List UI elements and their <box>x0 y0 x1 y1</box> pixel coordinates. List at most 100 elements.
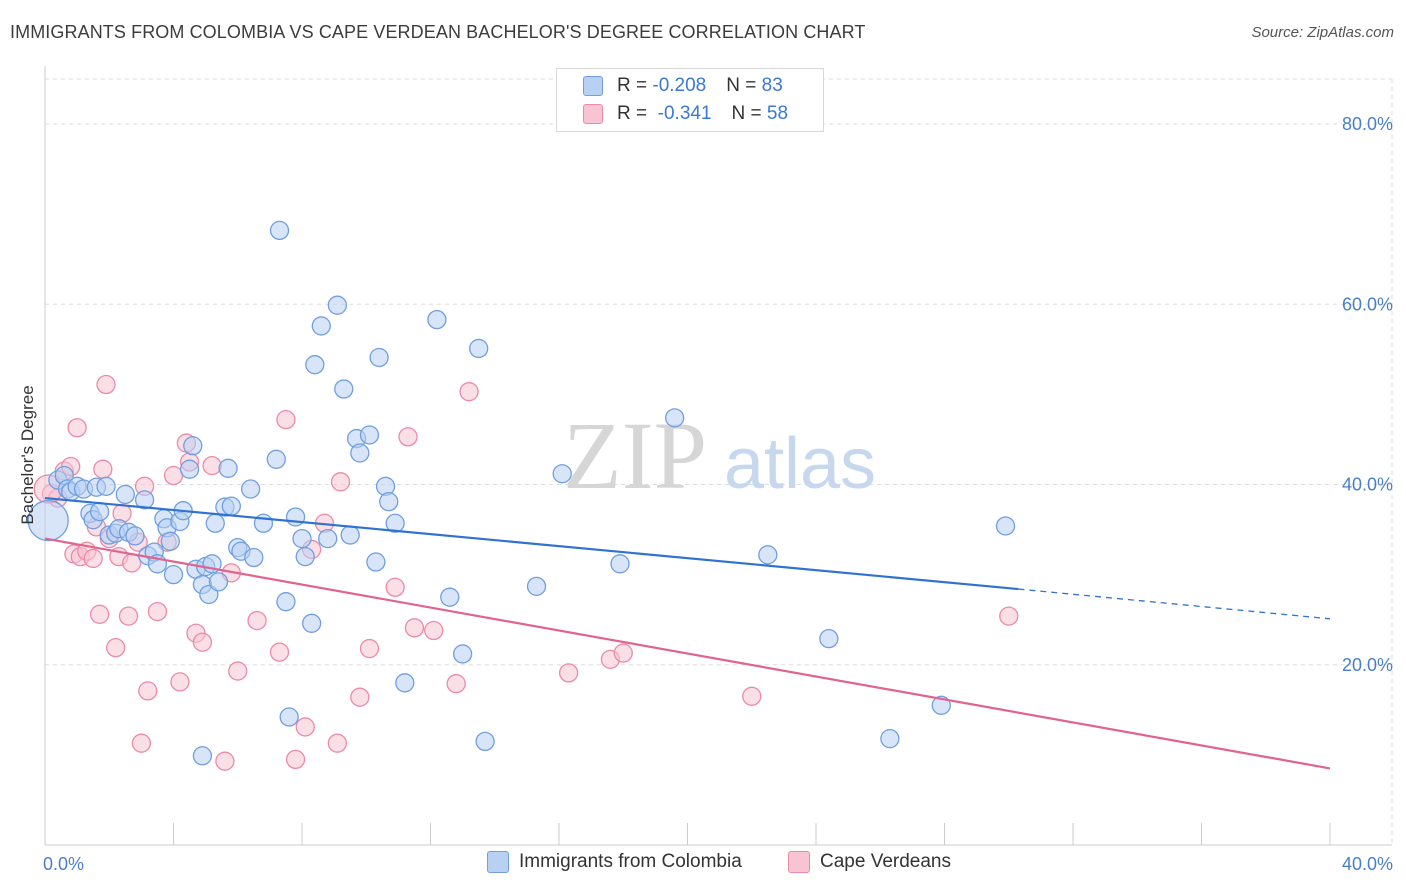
chart-title: IMMIGRANTS FROM COLOMBIA VS CAPE VERDEAN… <box>10 22 866 42</box>
legend-n-value: 83 <box>761 75 783 96</box>
data-point <box>134 490 155 510</box>
data-point <box>125 526 145 546</box>
data-point <box>610 554 630 574</box>
x-tick-label: 40.0% <box>1342 854 1393 874</box>
data-point <box>305 355 325 375</box>
data-point <box>276 592 296 612</box>
data-point <box>369 347 389 368</box>
data-point <box>440 587 460 607</box>
data-point <box>96 476 116 496</box>
data-point <box>359 425 380 445</box>
tick-labels: 20.0% 40.0% 60.0% 80.0% 0.0% 40.0% <box>43 114 1393 874</box>
y-tick-label: 40.0% <box>1342 475 1393 495</box>
data-point <box>366 552 386 572</box>
correlation-legend: R = -0.208 N = 83 R = -0.341 N = 58 <box>556 68 824 132</box>
axes <box>44 66 1392 846</box>
data-point <box>179 459 200 479</box>
data-point <box>131 733 152 753</box>
data-point <box>459 382 479 402</box>
y-tick-label: 20.0% <box>1342 655 1393 675</box>
data-point <box>330 472 351 492</box>
data-point <box>295 546 315 567</box>
data-point <box>138 681 158 701</box>
data-point <box>215 751 235 771</box>
data-point <box>276 409 296 430</box>
data-point <box>327 295 347 315</box>
data-point <box>819 628 839 649</box>
data-point <box>160 531 180 551</box>
data-point <box>318 528 338 549</box>
data-point <box>269 220 290 241</box>
data-point <box>93 459 113 479</box>
data-point <box>999 606 1019 626</box>
data-point <box>311 316 331 336</box>
trend-lines <box>44 496 1331 770</box>
watermark: ZIP atlas <box>563 402 876 509</box>
data-point <box>269 642 290 662</box>
data-point <box>379 492 399 512</box>
data-point <box>202 455 222 476</box>
data-point <box>292 528 312 549</box>
trend-line-colombia-extension <box>1018 588 1331 620</box>
data-point <box>880 729 900 749</box>
data-point <box>398 427 418 447</box>
data-point <box>931 695 951 715</box>
series-legend: Immigrants from Colombia Cape Verdeans <box>0 851 1406 879</box>
data-point <box>359 638 380 659</box>
data-point <box>424 620 444 641</box>
data-point <box>228 661 248 681</box>
data-point <box>83 548 103 569</box>
data-point <box>469 338 489 359</box>
data-point <box>208 572 229 592</box>
series-legend-cape-verdeans: Cape Verdeans <box>788 851 951 873</box>
data-point <box>446 674 466 694</box>
legend-r-label: R = <box>617 103 653 124</box>
data-point <box>122 553 142 573</box>
data-point <box>427 309 447 330</box>
data-point <box>340 525 360 545</box>
series-legend-swatch-pink <box>788 851 810 873</box>
trend-line-colombia <box>44 496 1019 591</box>
x-tick-label: 0.0% <box>43 854 84 874</box>
data-point <box>192 632 213 652</box>
series-legend-label: Immigrants from Colombia <box>519 851 742 872</box>
data-point <box>279 707 299 727</box>
data-point <box>404 618 425 638</box>
data-point <box>89 604 110 624</box>
data-point <box>240 479 261 499</box>
data-point <box>106 637 126 658</box>
legend-row-colombia: R = -0.208 N = 83 <box>583 72 783 100</box>
data-point <box>115 484 135 505</box>
legend-n-label: N = <box>731 103 767 124</box>
source-credit: Source: ZipAtlas.com <box>1251 24 1394 41</box>
data-point <box>665 408 685 428</box>
data-point <box>395 673 415 693</box>
legend-r-label: R = <box>617 75 653 96</box>
data-point <box>163 465 184 486</box>
data-point <box>452 644 473 664</box>
legend-swatch-blue <box>583 76 603 96</box>
data-point <box>350 687 370 707</box>
data-point <box>244 547 264 568</box>
data-point <box>218 458 238 478</box>
data-point <box>385 513 405 533</box>
grid-lines <box>45 78 1393 845</box>
y-axis-label: Bachelor's Degree <box>18 385 37 524</box>
data-point <box>27 499 69 542</box>
data-point <box>475 731 495 752</box>
data-point <box>558 663 579 683</box>
data-point <box>327 733 347 753</box>
series-legend-swatch-blue <box>487 851 509 873</box>
data-point <box>221 496 241 516</box>
watermark-atlas: atlas <box>724 424 876 504</box>
legend-n-label: N = <box>726 75 762 96</box>
data-point <box>89 501 110 522</box>
data-point <box>552 464 572 484</box>
data-point <box>118 606 139 626</box>
data-point <box>147 601 168 622</box>
data-point <box>205 513 225 533</box>
y-tick-label: 60.0% <box>1342 294 1393 314</box>
series-legend-colombia: Immigrants from Colombia <box>487 851 742 873</box>
y-tick-label: 80.0% <box>1342 114 1393 134</box>
